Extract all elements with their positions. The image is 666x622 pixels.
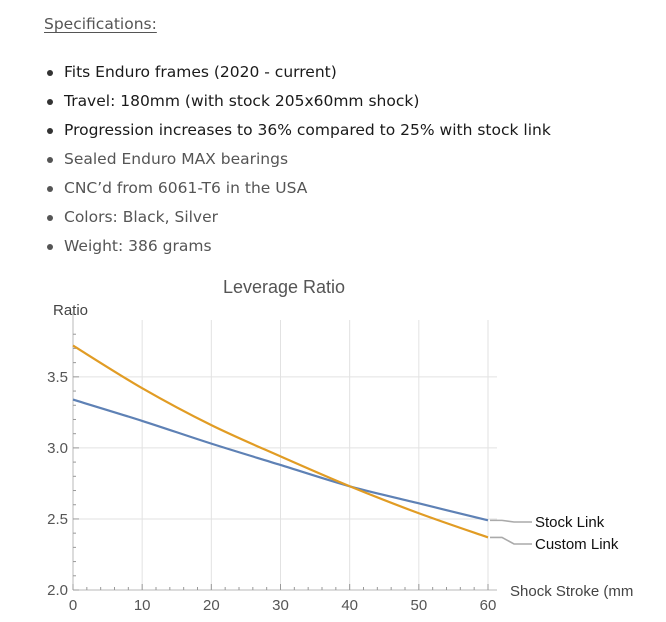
series-line-stock-link (72, 398, 489, 522)
spec-item-weight: Weight: 386 grams (44, 232, 551, 261)
spec-item-progression: Progression increases to 36% compared to… (44, 116, 551, 145)
legend-leader-line (490, 536, 532, 545)
y-axis-label: Ratio (53, 302, 88, 319)
spec-item-colors: Colors: Black, Silver (44, 203, 551, 232)
chart-grid (73, 320, 497, 590)
legend-label-stock-link: Stock Link (535, 514, 605, 531)
x-tick-label: 10 (134, 597, 151, 614)
x-tick-label: 40 (341, 597, 358, 614)
specifications-title: Specifications: (44, 15, 157, 33)
y-tick-label: 2.5 (47, 511, 68, 528)
chart-axes (72, 312, 497, 591)
y-tick-label: 3.0 (47, 440, 68, 457)
spec-item-bearings: Sealed Enduro MAX bearings (44, 145, 551, 174)
x-axis-label: Shock Stroke (mm (510, 583, 633, 600)
legend-label-custom-link: Custom Link (535, 536, 619, 553)
x-tick-label: 0 (69, 597, 77, 614)
chart-series (72, 344, 489, 539)
series-line-custom-link (72, 344, 489, 539)
y-tick-label: 2.0 (47, 582, 68, 599)
chart-title: Leverage Ratio (223, 277, 345, 297)
x-tick-label: 50 (410, 597, 427, 614)
spec-item-travel: Travel: 180mm (with stock 205x60mm shock… (44, 87, 551, 116)
spec-item-frames: Fits Enduro frames (2020 - current) (44, 58, 551, 87)
spec-item-material: CNC’d from 6061-T6 in the USA (44, 174, 551, 203)
y-tick-label: 3.5 (47, 369, 68, 386)
x-tick-label: 30 (272, 597, 289, 614)
x-tick-label: 20 (203, 597, 220, 614)
chart-legend: Stock Link Custom Link (490, 514, 619, 553)
leverage-ratio-chart: Leverage Ratio Ratio Shock Stroke (mm 0 1… (47, 277, 633, 614)
legend-leader-line (490, 519, 532, 523)
chart-ticks: 0 10 20 30 40 50 60 2.0 2.5 3.0 3.5 (47, 333, 497, 614)
x-tick-label: 60 (480, 597, 497, 614)
specifications-list: Fits Enduro frames (2020 - current) Trav… (44, 58, 551, 261)
